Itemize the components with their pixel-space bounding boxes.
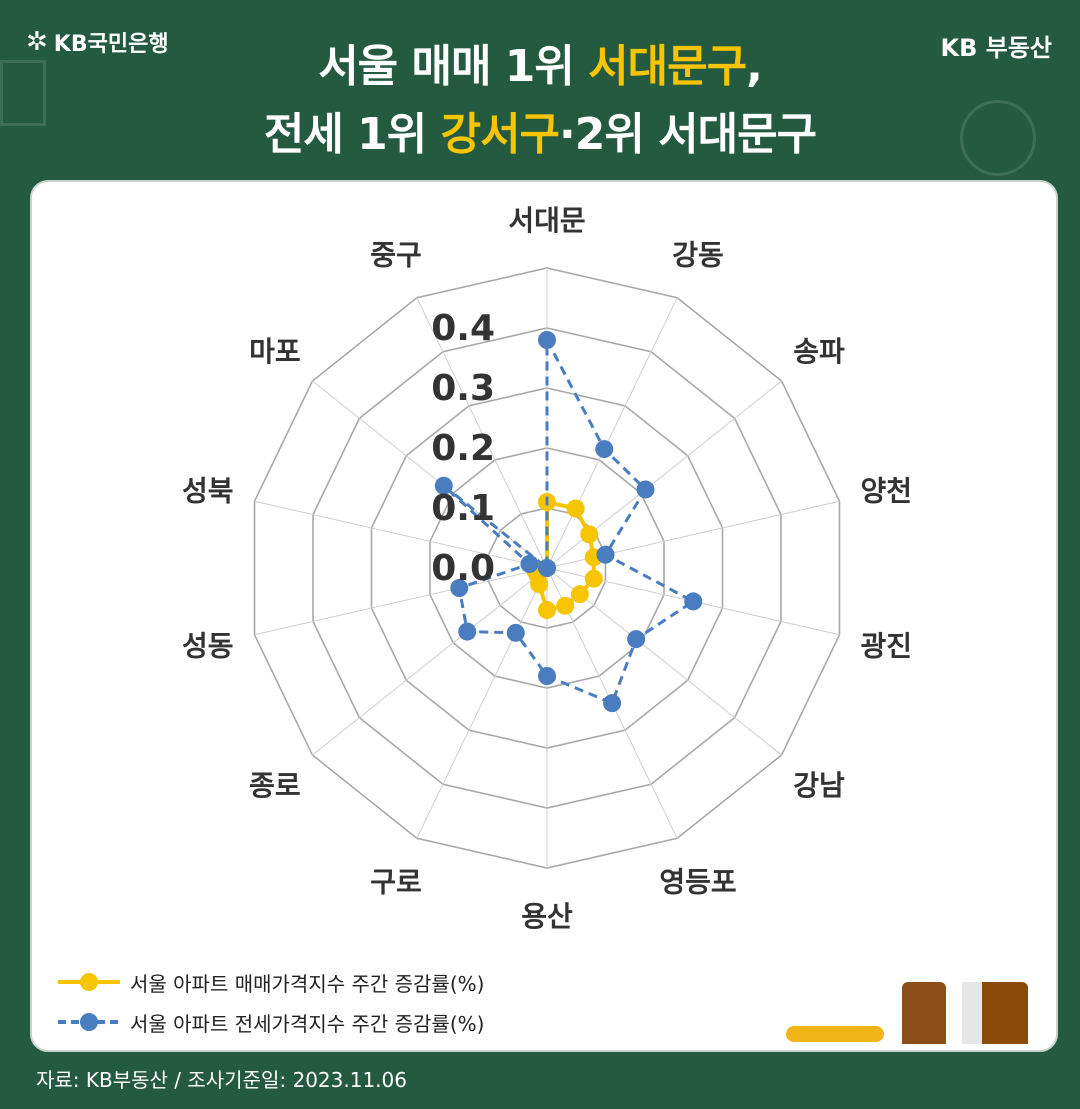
jeonse-point (458, 622, 477, 641)
category-label: 중구 (370, 238, 422, 271)
sale-point (584, 569, 603, 588)
category-label: 성동 (182, 629, 234, 662)
kb-realestate-logo: KB 부동산 (940, 34, 1053, 62)
category-label: 광진 (861, 629, 913, 662)
radar-spoke (312, 567, 548, 756)
radial-tick-label: 0.0 (431, 548, 495, 589)
category-label: 강남 (793, 769, 845, 802)
title-line-2: 전세 1위 강서구·2위 서대문구 (0, 98, 1080, 162)
background-house-icon (960, 100, 1036, 176)
legend-sale-marker (58, 973, 120, 991)
legend-sale-label: 서울 아파트 매매가격지수 주간 증감률(%) (130, 971, 485, 996)
decor-brown-block-2 (982, 982, 1028, 1044)
legend-jeonse-label: 서울 아파트 전세가격지수 주간 증감률(%) (130, 1011, 485, 1036)
category-label: 서대문 (508, 204, 585, 237)
category-label: 구로 (370, 866, 422, 899)
jeonse-point (538, 331, 556, 349)
radar-spoke (254, 500, 548, 569)
category-label: 강동 (672, 238, 724, 271)
radial-tick-label: 0.3 (431, 368, 495, 409)
sale-point (570, 585, 589, 604)
title-line-1-text: 서울 매매 1위 (318, 41, 589, 92)
decor-yellow-bar (786, 1026, 884, 1042)
radar-spoke (416, 567, 548, 839)
jeonse-point (636, 480, 655, 499)
category-label: 송파 (793, 335, 845, 368)
title-line-2-suffix: ·2위 서대문구 (559, 109, 817, 160)
source-note: 자료: KB부동산 / 조사기준일: 2023.11.06 (36, 1068, 407, 1092)
sale-point (556, 596, 575, 615)
category-label: 영등포 (659, 866, 736, 899)
background-frame-icon (0, 60, 46, 126)
sale-point (566, 499, 585, 518)
category-label: 성북 (182, 475, 234, 508)
category-label: 양천 (861, 475, 913, 508)
jeonse-point (603, 694, 622, 713)
jeonse-point (595, 440, 614, 459)
jeonse-series-line (442, 339, 697, 706)
radial-tick-label: 0.4 (431, 308, 495, 349)
title-line-1-highlight: 서대문구 (588, 41, 747, 92)
legend-item-sale: 서울 아파트 매매가격지수 주간 증감률(%) (58, 962, 484, 1002)
jeonse-point (434, 476, 453, 495)
kb-bank-name: KB국민은행 (53, 32, 169, 57)
radar-spoke (416, 297, 548, 569)
jeonse-point (520, 554, 539, 573)
sale-point (580, 525, 599, 544)
jeonse-point (538, 559, 556, 577)
radar-series-layer (434, 331, 703, 713)
title-line-2-text: 전세 1위 (263, 109, 441, 160)
jeonse-point (450, 579, 469, 598)
title-line-2-highlight: 강서구 (440, 109, 560, 160)
radar-spoke (254, 567, 548, 636)
kb-star-icon: ✲ (26, 27, 48, 57)
category-label: 용산 (521, 900, 573, 933)
radar-spoke (546, 297, 678, 569)
title-line-1-comma: , (746, 41, 763, 92)
radial-tick-label: 0.2 (431, 428, 495, 469)
legend-jeonse-marker (58, 1013, 120, 1031)
kb-bank-logo: ✲ KB국민은행 (26, 26, 169, 58)
chart-legend: 서울 아파트 매매가격지수 주간 증감률(%) 서울 아파트 전세가격지수 주간… (58, 962, 484, 1042)
jeonse-point (627, 630, 646, 649)
title-line-1: 서울 매매 1위 서대문구, (0, 30, 1080, 94)
sale-point (538, 601, 556, 619)
jeonse-point (684, 592, 703, 611)
category-label: 마포 (249, 335, 301, 368)
decor-brown-block-1 (902, 982, 946, 1044)
jeonse-point (506, 623, 525, 642)
decor-grey-block (962, 982, 982, 1044)
jeonse-point (596, 545, 615, 564)
legend-item-jeonse: 서울 아파트 전세가격지수 주간 증감률(%) (58, 1002, 484, 1042)
jeonse-point (538, 667, 556, 685)
radial-tick-label: 0.1 (431, 488, 495, 529)
radar-spoke (312, 380, 548, 569)
category-label: 종로 (249, 769, 301, 802)
